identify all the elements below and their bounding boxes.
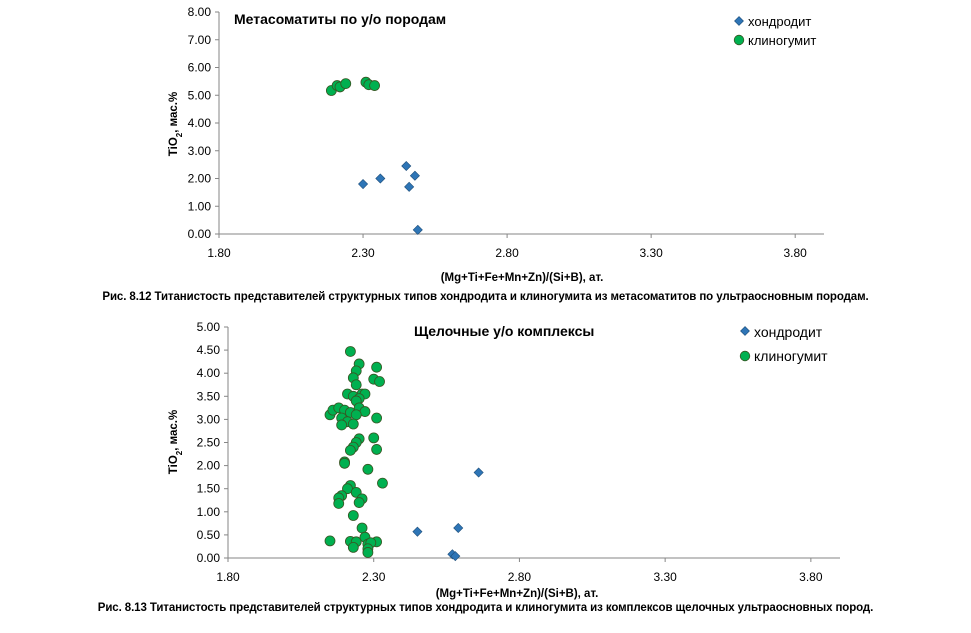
chart-2-x-tick-label: 2.80 [508, 570, 532, 584]
chart-1-y-tick-label: 1.00 [188, 199, 212, 213]
chart-2-y-tick-label: 5.00 [197, 320, 221, 334]
chondrodite-point [473, 467, 484, 478]
chart-1-y-tick-label: 7.00 [188, 33, 212, 47]
chart-2-y-tick-label: 0.00 [197, 551, 221, 565]
clinohumite-point [368, 432, 380, 444]
clinohumite-point [362, 463, 374, 475]
clinohumite-point [344, 444, 356, 456]
clinohumite-point [347, 510, 359, 521]
chart-1-x-tick-label: 3.30 [639, 246, 663, 260]
chart-2-y-tick-label: 1.00 [197, 505, 221, 519]
chart-2-y-tick-label: 3.00 [197, 412, 221, 426]
chart-2-y-tick-label: 4.50 [197, 343, 221, 357]
clinohumite-point [344, 346, 356, 357]
chart-1-y-tick-label: 8.00 [188, 5, 212, 19]
chart-1-legend-marker-clinohumite [733, 34, 745, 46]
chart-1-y-tick-label: 5.00 [188, 88, 212, 102]
chart-1-y-tick-label: 4.00 [188, 116, 212, 130]
clinohumite-point [340, 78, 352, 89]
chart-2-legend-marker-clinohumite [739, 350, 751, 362]
chart-2-legend-label-clinohumite: клиногумит [754, 348, 828, 364]
clinohumite-point [333, 498, 345, 509]
chart-1-x-ticks: 1.80 2.30 2.80 3.30 3.80 [207, 234, 807, 260]
clinohumite-point [371, 444, 383, 455]
chart-2-y-tick-label: 2.50 [197, 436, 221, 450]
clinohumite-point [339, 457, 350, 469]
chart-2-x-tick-label: 1.80 [216, 570, 240, 584]
clinohumite-point [377, 477, 388, 489]
chondrodite-point [450, 551, 461, 562]
chart-2-x-ticks: 1.80 2.30 2.80 3.30 3.80 [216, 558, 823, 584]
chart-2-legend-marker-chondrodite [740, 326, 750, 336]
chondrodite-point [358, 179, 369, 190]
clinohumite-point [356, 522, 368, 534]
chart-1-x-tick-label: 3.80 [784, 246, 808, 260]
chondrodite-point [375, 173, 386, 184]
chart-1-legend-label-chondrodite: хондродит [748, 14, 811, 29]
chart-1-title: Метасоматиты по у/о породам [234, 11, 446, 27]
chart-2-xlabel: (Mg+Ti+Fe+Mn+Zn)/(Si+B), ат. [436, 588, 599, 600]
chart-1-y-tick-label: 3.00 [188, 144, 212, 158]
chart-1-legend-marker-chondrodite [734, 16, 744, 26]
chondrodite-point [401, 160, 412, 172]
chart-1-y-tick-label: 0.00 [188, 227, 212, 241]
chart-2-y-ticks: 0.00 0.50 1.00 1.50 2.00 2.50 3.00 3.50 4.00 4.50… [197, 320, 228, 565]
chondrodite-point [412, 526, 423, 537]
chondrodite-point [404, 181, 415, 192]
chart-2-y-tick-label: 0.50 [197, 528, 221, 542]
chart-1-y-ticks: 0.00 1.00 2.00 3.00 4.00 5.00 6.00 7.00 8.00 [188, 5, 219, 241]
chart-2-caption: Рис. 8.13 Титанистость представителей ст… [97, 602, 874, 614]
chart-1-points [325, 76, 423, 235]
chart-1-caption: Рис. 8.12 Титанистость представителей ст… [102, 291, 869, 303]
chart-metasomatites: Метасоматиты по у/о породам TiO2, мас.% … [0, 0, 971, 305]
chart-1-y-tick-label: 2.00 [188, 172, 212, 186]
chart-1-ylabel: TiO2, мас.% [168, 92, 184, 156]
clinohumite-point [350, 409, 362, 421]
chondrodite-point [412, 224, 423, 235]
chart-1-legend: хондродит клиногумит [733, 14, 816, 48]
chart-2-x-tick-label: 3.30 [653, 570, 677, 584]
clinohumite-point [350, 379, 362, 391]
chart-1-x-tick-label: 2.80 [495, 246, 519, 260]
chart-1-x-tick-label: 1.80 [207, 246, 231, 260]
chart-alkaline-complexes: Щелочные у/о комплексы TiO2, мас.% (Mg+T… [0, 318, 971, 633]
chart-1-legend-label-clinohumite: клиногумит [748, 33, 816, 48]
chart-1-x-tick-label: 2.30 [351, 246, 375, 260]
clinohumite-point [353, 497, 365, 508]
clinohumite-point [369, 80, 380, 91]
chart-2-x-tick-label: 3.80 [799, 570, 823, 584]
chart-2-ylabel: TiO2, мас.% [168, 410, 184, 474]
chart-2-y-tick-label: 2.00 [197, 459, 221, 473]
clinohumite-point [371, 412, 383, 424]
chart-2-y-tick-label: 1.50 [197, 482, 221, 496]
clinohumite-point [347, 418, 359, 430]
chart-1-xlabel: (Mg+Ti+Fe+Mn+Zn)/(Si+B), ат. [441, 272, 604, 284]
chart-1-y-tick-label: 6.00 [188, 61, 212, 75]
chart-2-svg: Щелочные у/о комплексы TiO2, мас.% (Mg+T… [168, 320, 840, 600]
clinohumite-point [362, 547, 374, 558]
chart-2-points [324, 346, 484, 562]
clinohumite-point [324, 535, 336, 547]
chart-2-y-tick-label: 3.50 [197, 389, 221, 403]
chart-2-title: Щелочные у/о комплексы [414, 323, 594, 339]
chart-2-legend-label-chondrodite: хондродит [754, 324, 823, 340]
clinohumite-point [371, 361, 383, 373]
clinohumite-point [374, 376, 385, 387]
chart-2-y-tick-label: 4.00 [197, 366, 221, 380]
chart-2-legend: хондродит клиногумит [739, 324, 828, 364]
chart-2-x-tick-label: 2.30 [362, 570, 386, 584]
chondrodite-point [453, 522, 464, 533]
chart-1-svg: Метасоматиты по у/о породам TiO2, мас.% … [168, 5, 824, 284]
clinohumite-point [336, 419, 348, 431]
chondrodite-point [409, 170, 420, 181]
clinohumite-point [347, 541, 359, 553]
